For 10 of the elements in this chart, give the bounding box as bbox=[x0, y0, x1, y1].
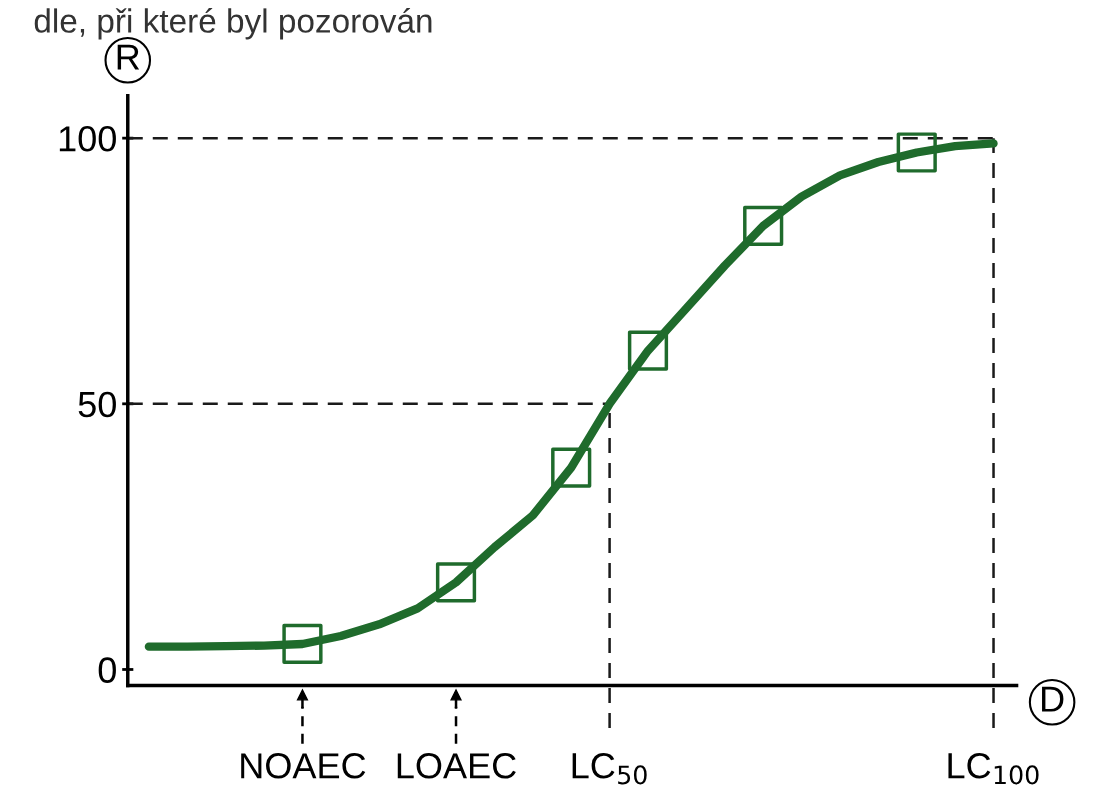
x-tick-label: LC$_{100}$ bbox=[948, 752, 1039, 785]
y-tick-label: 0 bbox=[98, 657, 116, 683]
x-tick-label: LOAEC bbox=[397, 753, 516, 779]
y-axis-title: R bbox=[117, 44, 140, 70]
text: dle, při které byl pozorován bbox=[34, 7, 432, 40]
y-tick-label: 100 bbox=[59, 126, 116, 152]
x-tick-label: LC$_{50}$ bbox=[572, 752, 647, 785]
x-axis-title: D bbox=[1042, 686, 1064, 712]
y-tick-label: 50 bbox=[78, 391, 116, 418]
x-tick-label: NOAEC bbox=[241, 753, 366, 779]
